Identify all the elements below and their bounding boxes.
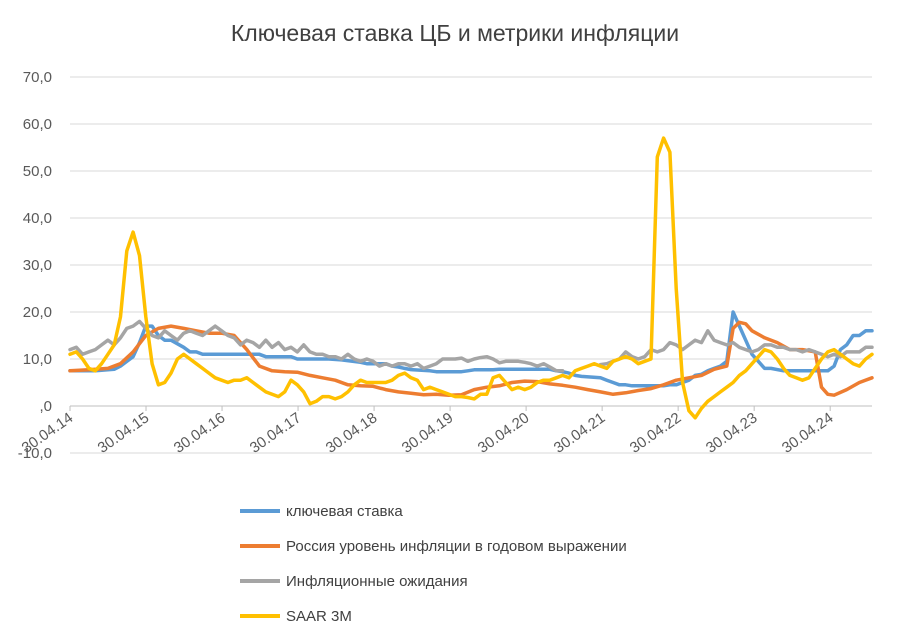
x-axis: 30.04.14 30.04.15 30.04.16 30.04.17 30.04.18… [19, 405, 872, 457]
x-tick-label: 30.04.18 [323, 409, 381, 456]
x-tick-label: 30.04.16 [171, 409, 229, 456]
x-tick-label: 30.04.20 [475, 409, 533, 456]
y-tick-label: -10,0 [18, 445, 52, 462]
y-tick-label: 10,0 [23, 351, 52, 368]
x-tick-label: 30.04.24 [779, 409, 837, 456]
y-tick-label: ,0 [39, 398, 52, 415]
x-tick-label: 30.04.19 [399, 409, 457, 456]
series-line [68, 319, 565, 373]
legend: ключевая ставка Россия уровень инфляции в… [240, 503, 627, 625]
legend-label: SAAR 3M [286, 608, 352, 625]
y-tick-label: 40,0 [23, 210, 52, 227]
x-tick-label: 30.04.17 [247, 409, 305, 456]
y-tick-label: 70,0 [23, 69, 52, 86]
x-tick-label: 30.04.23 [703, 409, 761, 456]
series-lines [68, 136, 874, 420]
y-tick-label: 60,0 [23, 116, 52, 133]
y-tick-label: 20,0 [23, 304, 52, 321]
y-tick-label: 30,0 [23, 257, 52, 274]
x-tick-label: 30.04.22 [627, 409, 685, 456]
x-tick-label: 30.04.21 [551, 409, 609, 456]
y-tick-label: 50,0 [23, 163, 52, 180]
x-tick-label: 30.04.15 [95, 409, 153, 456]
y-axis-ticks: 70,0 60,0 50,0 40,0 30,0 20,0 10,0 ,0 -10,0 [18, 69, 52, 462]
series-line [68, 310, 874, 388]
legend-label: Россия уровень инфляции в годовом выраже… [286, 538, 627, 555]
legend-label: Инфляционные ожидания [286, 573, 468, 590]
series-line [68, 320, 874, 397]
series-line [598, 329, 874, 367]
legend-label: ключевая ставка [286, 503, 403, 520]
chart-title: Ключевая ставка ЦБ и метрики инфляции [230, 20, 680, 46]
series-line [68, 136, 874, 420]
